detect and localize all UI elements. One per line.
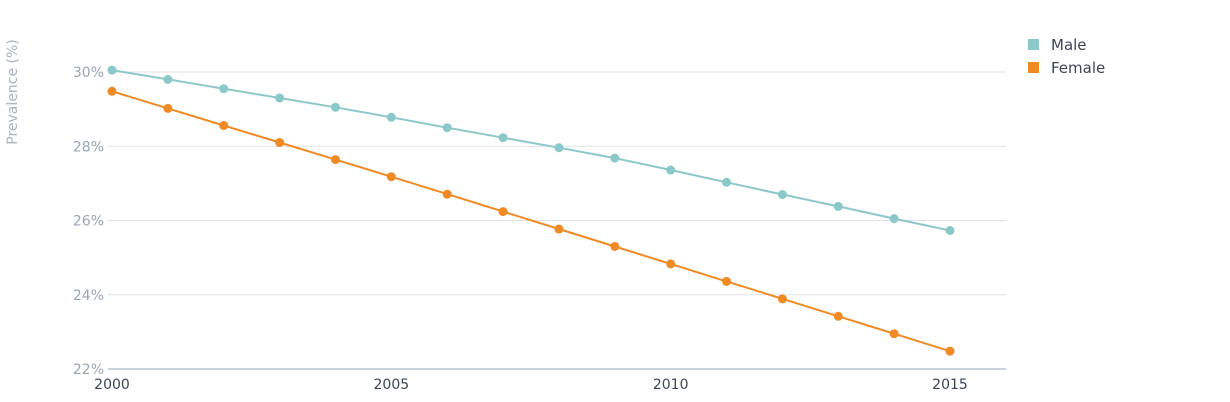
y-tick-label: 22%: [73, 362, 104, 378]
data-point-male[interactable]: [442, 123, 452, 133]
x-axis-ticks: 2000 2005 2010 2015: [94, 377, 968, 393]
data-point-female[interactable]: [610, 241, 620, 251]
data-point-male[interactable]: [498, 133, 508, 143]
data-point-female[interactable]: [386, 172, 396, 182]
data-point-female[interactable]: [889, 329, 899, 339]
data-point-male[interactable]: [833, 201, 843, 211]
x-tick-label: 2015: [932, 377, 968, 393]
legend-label-male: Male: [1051, 35, 1087, 54]
gridlines: [108, 71, 1006, 370]
series-line-male: [111, 69, 951, 232]
data-point-female[interactable]: [945, 346, 955, 356]
legend-swatch-male: [1028, 39, 1039, 50]
data-point-female[interactable]: [442, 189, 452, 199]
data-point-male[interactable]: [275, 93, 285, 103]
legend-item-female[interactable]: Female: [1028, 56, 1105, 79]
x-tick-label: 2010: [653, 377, 689, 393]
data-point-male[interactable]: [330, 102, 340, 112]
data-point-male[interactable]: [386, 112, 396, 122]
legend-swatch-female: [1028, 62, 1039, 73]
data-point-male[interactable]: [107, 65, 117, 75]
series-lines: [111, 69, 951, 353]
legend: Male Female: [1028, 33, 1105, 79]
data-point-female[interactable]: [833, 311, 843, 321]
data-point-female[interactable]: [275, 138, 285, 148]
data-point-male[interactable]: [889, 214, 899, 224]
data-point-female[interactable]: [498, 207, 508, 217]
y-tick-label: 24%: [73, 288, 104, 304]
data-point-male[interactable]: [722, 177, 732, 187]
data-point-male[interactable]: [945, 226, 955, 236]
y-tick-label: 26%: [73, 214, 104, 230]
x-tick-label: 2000: [94, 377, 130, 393]
data-point-female[interactable]: [777, 294, 787, 304]
data-point-female[interactable]: [554, 224, 564, 234]
y-tick-label: 28%: [73, 139, 104, 155]
legend-item-male[interactable]: Male: [1028, 33, 1105, 56]
x-tick-label: 2005: [374, 377, 410, 393]
data-point-male[interactable]: [219, 84, 229, 94]
data-point-female[interactable]: [107, 86, 117, 96]
data-point-female[interactable]: [219, 120, 229, 130]
data-point-female[interactable]: [722, 276, 732, 286]
y-axis-ticks: 22% 24% 26% 28% 30%: [73, 65, 104, 378]
data-point-female[interactable]: [666, 259, 676, 269]
legend-label-female: Female: [1051, 58, 1106, 77]
y-tick-label: 30%: [73, 65, 104, 81]
data-point-male[interactable]: [554, 143, 564, 153]
data-point-female[interactable]: [330, 155, 340, 165]
data-point-male[interactable]: [610, 153, 620, 163]
series-points: [107, 65, 955, 356]
data-point-male[interactable]: [777, 190, 787, 200]
data-point-female[interactable]: [163, 103, 173, 113]
y-axis-label: Prevalence (%): [5, 39, 21, 145]
series-line-female: [111, 90, 951, 353]
data-point-male[interactable]: [666, 165, 676, 175]
data-point-male[interactable]: [163, 74, 173, 84]
